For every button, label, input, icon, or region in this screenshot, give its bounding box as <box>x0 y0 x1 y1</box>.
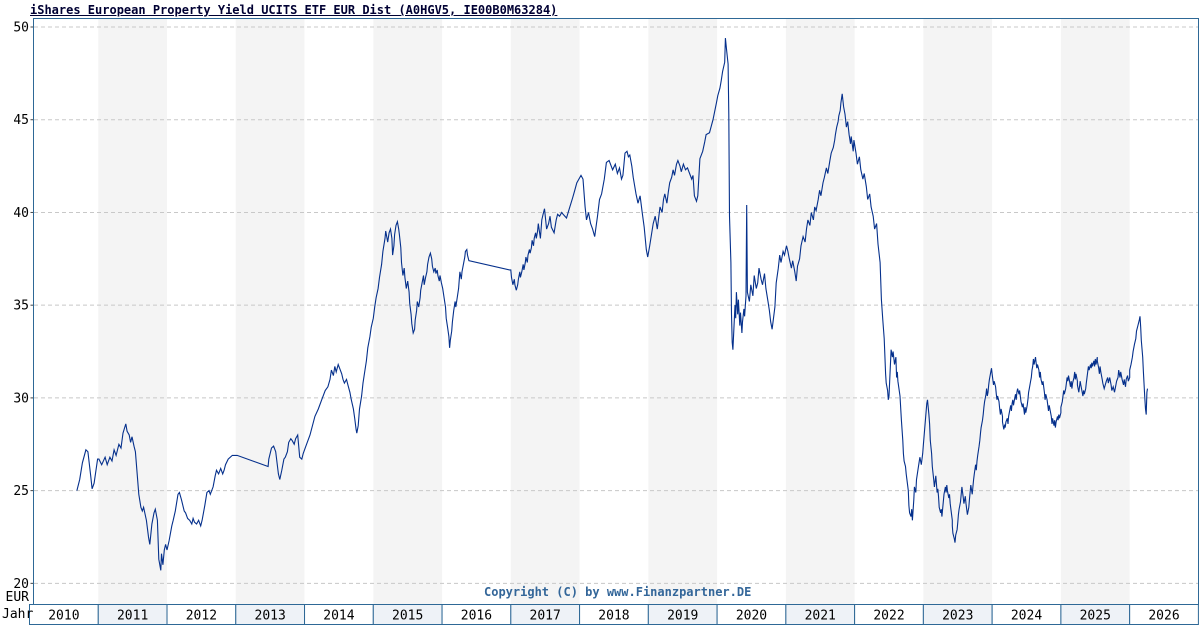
y-tick-label-30: 30 <box>13 391 29 406</box>
y-tick-label-20: 20 <box>13 577 29 592</box>
year-label-2026: 2026 <box>1148 609 1179 624</box>
y-tick-label-40: 40 <box>13 206 29 221</box>
year-label-2023: 2023 <box>942 609 973 624</box>
year-band-2017 <box>510 19 580 604</box>
year-box-2026 <box>1129 604 1199 625</box>
year-label-2010: 2010 <box>48 609 79 624</box>
year-label-2015: 2015 <box>392 609 423 624</box>
year-band-2013 <box>235 19 305 604</box>
y-tick-label-50: 50 <box>13 21 29 36</box>
year-label-2025: 2025 <box>1080 609 1111 624</box>
year-band-2021 <box>785 19 855 604</box>
year-label-2020: 2020 <box>736 609 767 624</box>
y-tick-label-25: 25 <box>13 484 29 499</box>
chart-title: iShares European Property Yield UCITS ET… <box>30 3 558 17</box>
copyright-link[interactable]: Copyright (C) by www.Finanzpartner.DE <box>484 585 752 599</box>
y-axis-unit-label: EUR <box>5 590 29 605</box>
price-line <box>76 38 1149 571</box>
year-label-2011: 2011 <box>117 609 148 624</box>
year-label-2024: 2024 <box>1011 609 1042 624</box>
year-label-2021: 2021 <box>805 609 836 624</box>
x-axis-unit-label: Jahr <box>2 607 34 622</box>
year-label-2017: 2017 <box>530 609 561 624</box>
year-band-2025 <box>1060 19 1130 604</box>
y-tick-label-35: 35 <box>13 299 29 314</box>
plot-border <box>33 18 1199 605</box>
year-label-2019: 2019 <box>667 609 698 624</box>
year-label-2016: 2016 <box>461 609 492 624</box>
year-band-2023 <box>923 19 993 604</box>
year-label-2022: 2022 <box>873 609 904 624</box>
year-band-2015 <box>373 19 443 604</box>
year-label-2018: 2018 <box>598 609 629 624</box>
year-label-2014: 2014 <box>323 609 354 624</box>
year-label-2012: 2012 <box>186 609 217 624</box>
year-label-2013: 2013 <box>255 609 286 624</box>
y-tick-label-45: 45 <box>13 113 29 128</box>
year-band-2011 <box>98 19 168 604</box>
year-band-2019 <box>648 19 718 604</box>
